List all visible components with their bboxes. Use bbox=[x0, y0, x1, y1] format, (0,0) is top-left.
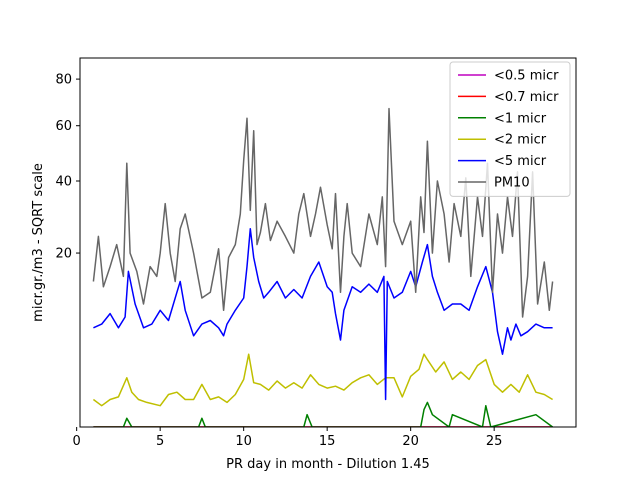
legend-label: <0.5 micr bbox=[494, 69, 559, 84]
x-tick-label: 20 bbox=[402, 434, 419, 449]
legend-label: PM10 bbox=[494, 176, 530, 191]
x-tick-label: 15 bbox=[319, 434, 336, 449]
plot-frame bbox=[79, 57, 577, 428]
y-tick-label: 80 bbox=[55, 73, 72, 88]
series-line-1-micr bbox=[93, 401, 554, 427]
series-line-2-micr bbox=[92, 353, 553, 407]
series-line-pm10 bbox=[92, 107, 554, 318]
y-tick-label: 20 bbox=[55, 247, 72, 262]
x-tick-label: 5 bbox=[156, 434, 164, 449]
x-tick-label: 10 bbox=[235, 434, 252, 449]
series-lines bbox=[92, 107, 554, 427]
legend-label: <1 micr bbox=[494, 111, 547, 126]
series-line-5-micr bbox=[93, 227, 553, 401]
legend: <0.5 micr <0.7 micr <1 micr <2 micr <5 micr P… bbox=[449, 61, 571, 197]
y-tick-label: 60 bbox=[55, 119, 72, 134]
y-axis: 20 40 60 80 bbox=[55, 73, 80, 262]
x-axis: 0 5 10 15 20 25 bbox=[73, 427, 503, 449]
legend-box bbox=[449, 61, 571, 197]
legend-label: <0.7 micr bbox=[494, 90, 559, 105]
legend-label: <2 micr bbox=[494, 133, 547, 148]
legend-label: <5 micr bbox=[494, 154, 547, 169]
x-tick-label: 25 bbox=[486, 434, 503, 449]
x-axis-title: PR day in month - Dilution 1.45 bbox=[226, 457, 430, 472]
y-tick-label: 40 bbox=[55, 175, 72, 190]
x-tick-label: 0 bbox=[73, 434, 81, 449]
y-axis-title: micr.gr./m3 - SQRT scale bbox=[31, 163, 46, 322]
